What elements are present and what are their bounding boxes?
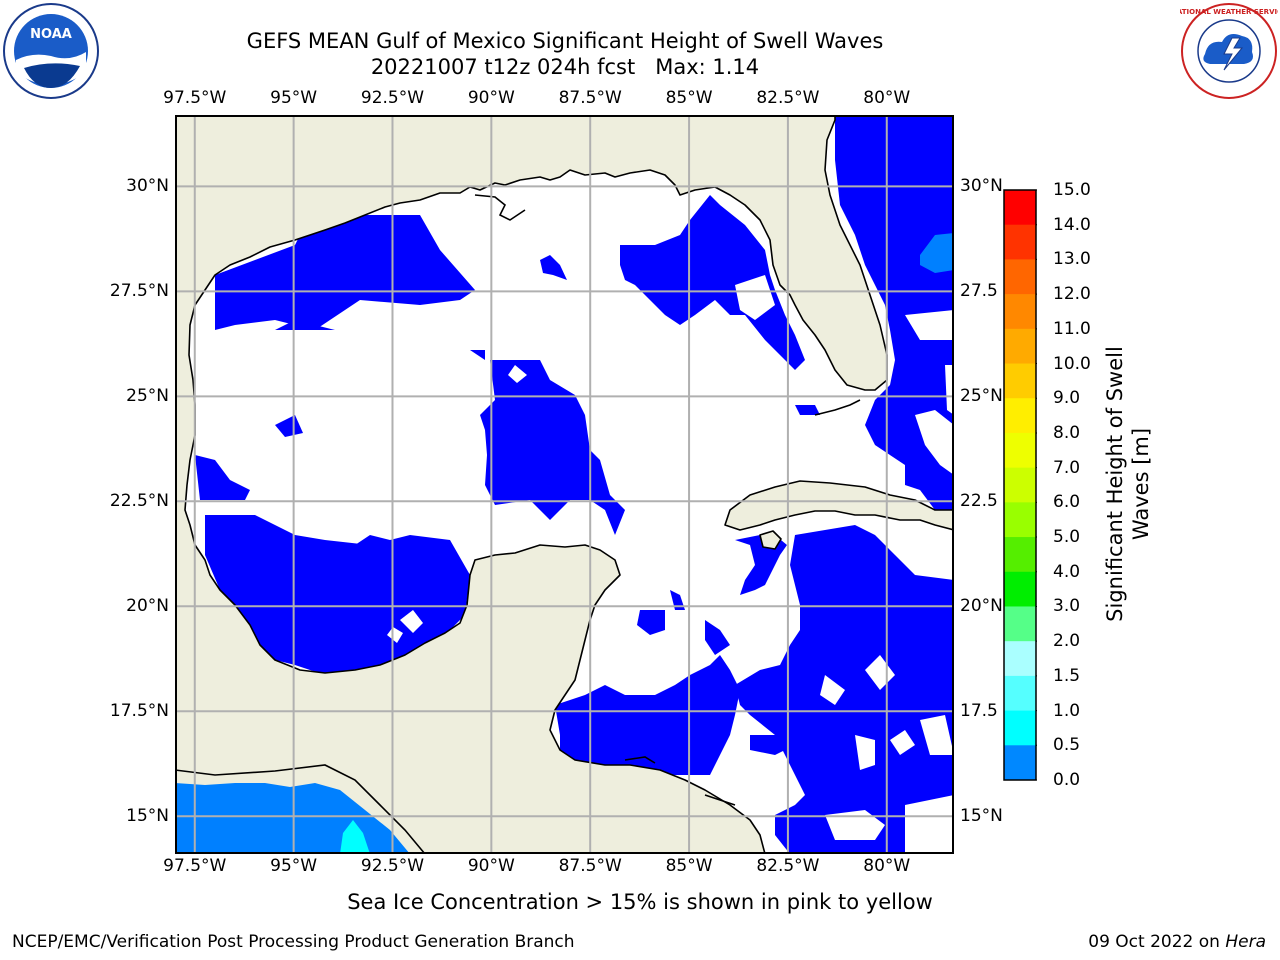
noaa-logo-text: NOAA bbox=[30, 27, 72, 42]
colorbar-tick-label: 14.0 bbox=[1053, 214, 1091, 235]
lat-label: 15°N bbox=[126, 806, 169, 827]
lon-label: 95°W bbox=[270, 856, 318, 876]
lon-label: 87.5°W bbox=[558, 856, 622, 876]
map-frame bbox=[175, 115, 954, 854]
colorbar-label: Significant Height of Swell Waves [m] bbox=[1103, 346, 1153, 622]
colorbar-tick-label: 0.0 bbox=[1053, 770, 1081, 790]
lat-label-right: 30°N bbox=[960, 176, 1003, 197]
colorbar-segment bbox=[1004, 259, 1036, 295]
colorbar-segment bbox=[1004, 363, 1036, 399]
colorbar-tick-label: 1.5 bbox=[1053, 665, 1081, 686]
colorbar-segment bbox=[1004, 745, 1036, 781]
colorbar-tick-label: 15.0 bbox=[1053, 180, 1091, 200]
colorbar-tick-label: 4.0 bbox=[1053, 561, 1081, 582]
lon-label: 82.5°W bbox=[756, 88, 820, 108]
colorbar-tick-label: 9.0 bbox=[1053, 388, 1081, 409]
lat-label: 25°N bbox=[126, 386, 169, 407]
nws-logo-icon: NATIONAL WEATHER SERVICE bbox=[1171, 2, 1280, 104]
lon-label: 90°W bbox=[467, 88, 515, 108]
lat-label: 20°N bbox=[126, 596, 169, 617]
colorbar-segment bbox=[1004, 328, 1036, 365]
lat-label: 22.5°N bbox=[109, 491, 169, 512]
lat-label-right: 27.5 bbox=[960, 281, 998, 302]
colorbar-segment bbox=[1004, 502, 1036, 538]
lon-label: 80°W bbox=[863, 856, 911, 876]
colorbar-tick-label: 8.0 bbox=[1053, 422, 1081, 443]
sea-ice-note: Sea Ice Concentration > 15% is shown in … bbox=[347, 890, 933, 914]
lon-label: 97.5°W bbox=[163, 88, 227, 108]
lat-label-right: 20°N bbox=[960, 596, 1003, 617]
colorbar-segment bbox=[1004, 606, 1036, 642]
colorbar-segment bbox=[1004, 710, 1036, 746]
lon-label: 82.5°W bbox=[756, 856, 820, 876]
lat-label-right: 17.5 bbox=[960, 701, 998, 722]
colorbar-tick-label: 6.0 bbox=[1053, 492, 1081, 513]
footer-credit: NCEP/EMC/Verification Post Processing Pr… bbox=[12, 932, 575, 952]
colorbar-tick-label: 1.0 bbox=[1053, 700, 1081, 721]
colorbar-segment bbox=[1004, 398, 1036, 434]
pacific-swell bbox=[175, 764, 426, 854]
colorbar-tick-label: 3.0 bbox=[1053, 596, 1081, 617]
colorbar-tick-label: 13.0 bbox=[1053, 249, 1091, 270]
colorbar bbox=[1003, 189, 1037, 781]
noaa-logo-icon: NOAA bbox=[2, 2, 100, 104]
swell-zero-gaps bbox=[387, 275, 954, 854]
colorbar-tick-label: 7.0 bbox=[1053, 457, 1081, 478]
colorbar-segment bbox=[1004, 467, 1036, 503]
footer-date-text: 09 Oct 2022 on bbox=[1088, 932, 1226, 952]
graticule bbox=[175, 115, 954, 854]
lat-label-right: 15°N bbox=[960, 806, 1003, 827]
lon-label: 85°W bbox=[665, 856, 713, 876]
colorbar-segment bbox=[1004, 432, 1036, 469]
lon-label: 87.5°W bbox=[558, 88, 622, 108]
colorbar-tick-label: 10.0 bbox=[1053, 353, 1091, 374]
colorbar-segment bbox=[1004, 675, 1036, 712]
colorbar-segment bbox=[1004, 641, 1036, 677]
lat-label: 30°N bbox=[126, 176, 169, 197]
footer-date: 09 Oct 2022 on Hera bbox=[1088, 932, 1266, 952]
lat-label: 17.5°N bbox=[109, 701, 169, 722]
lon-label: 95°W bbox=[270, 88, 318, 108]
colorbar-tick-label: 11.0 bbox=[1053, 318, 1091, 339]
colorbar-tick-label: 0.5 bbox=[1053, 735, 1081, 756]
lat-label-right: 25°N bbox=[960, 386, 1003, 407]
nws-logo-text: NATIONAL WEATHER SERVICE bbox=[1180, 8, 1278, 16]
colorbar-segment bbox=[1004, 224, 1036, 260]
lon-label: 80°W bbox=[863, 88, 911, 108]
chart-subtitle: 20221007 t12z 024h fcst Max: 1.14 bbox=[370, 55, 760, 79]
lat-label-right: 22.5 bbox=[960, 491, 998, 512]
swell-0.5-1m-area bbox=[920, 233, 954, 273]
colorbar-segment bbox=[1004, 190, 1036, 226]
lon-label: 90°W bbox=[467, 856, 515, 876]
lat-label: 27.5°N bbox=[109, 281, 169, 302]
colorbar-segment bbox=[1004, 537, 1036, 573]
gulf-of-mexico-map bbox=[175, 115, 954, 854]
lon-label: 92.5°W bbox=[360, 88, 425, 108]
colorbar-segment bbox=[1004, 571, 1036, 607]
colorbar-frame bbox=[1003, 189, 1037, 781]
chart-title: GEFS MEAN Gulf of Mexico Significant Hei… bbox=[246, 29, 884, 53]
lon-label: 85°W bbox=[665, 88, 713, 108]
colorbar-tick-label: 5.0 bbox=[1053, 527, 1081, 548]
colorbar-tick-label: 12.0 bbox=[1053, 284, 1091, 305]
lon-label: 92.5°W bbox=[360, 856, 425, 876]
lon-label: 97.5°W bbox=[163, 856, 227, 876]
colorbar-tick-label: 2.0 bbox=[1053, 631, 1081, 652]
colorbar-segment bbox=[1004, 294, 1036, 330]
footer-host: Hera bbox=[1225, 932, 1266, 952]
